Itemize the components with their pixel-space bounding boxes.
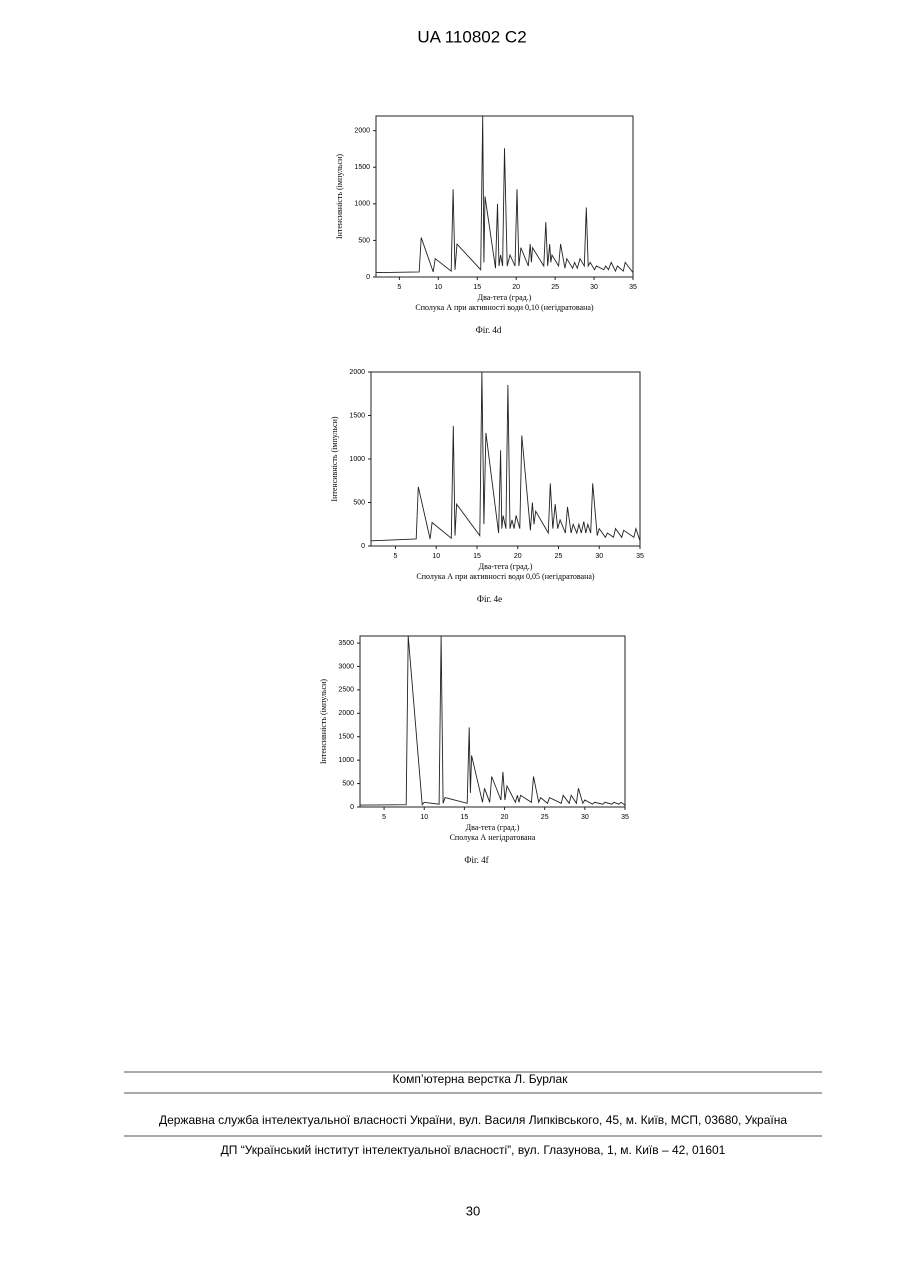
- y-tick-label: 1000: [354, 201, 370, 208]
- caption: Сполука А негідратована: [450, 833, 536, 842]
- x-tick-label: 15: [460, 814, 468, 821]
- page: UA 110802 C2 Комп’ютерна верстка Л. Бурл…: [0, 0, 901, 1273]
- figure-label: Фіг. 4f: [464, 855, 488, 865]
- page-number: 30: [466, 1203, 480, 1218]
- x-tick-label: 35: [621, 814, 629, 821]
- x-tick-label: 5: [394, 553, 398, 560]
- y-tick-label: 0: [361, 543, 365, 550]
- publisher: Державна служба інтелектуальної власност…: [159, 1113, 787, 1127]
- y-tick-label: 1000: [349, 456, 365, 463]
- y-tick-label: 500: [353, 499, 365, 506]
- plot-frame: [371, 372, 640, 546]
- y-tick-label: 0: [350, 804, 354, 811]
- x-tick-label: 10: [432, 553, 440, 560]
- x-tick-label: 25: [551, 284, 559, 291]
- y-tick-label: 2000: [354, 127, 370, 134]
- document: UA 110802 C2 Комп’ютерна верстка Л. Бурл…: [0, 0, 901, 1273]
- x-tick-label: 20: [512, 284, 520, 291]
- y-tick-label: 3000: [338, 663, 354, 670]
- y-tick-label: 1500: [354, 164, 370, 171]
- x-tick-label: 25: [541, 814, 549, 821]
- y-tick-label: 2500: [338, 687, 354, 694]
- figure-label: Фіг. 4e: [477, 594, 502, 604]
- y-axis-label: Інтенсивність (імпульси): [319, 679, 328, 764]
- y-tick-label: 2000: [349, 369, 365, 376]
- y-tick-label: 500: [358, 237, 370, 244]
- x-tick-label: 15: [473, 553, 481, 560]
- y-tick-label: 1500: [338, 734, 354, 741]
- y-tick-label: 1500: [349, 412, 365, 419]
- y-tick-label: 500: [342, 780, 354, 787]
- patent-number: UA 110802 C2: [417, 27, 526, 46]
- pattern-line: [376, 116, 633, 273]
- x-tick-label: 30: [595, 553, 603, 560]
- x-axis-label: Два-тета (град.): [479, 562, 533, 571]
- caption: Сполука А при активності води 0,05 (негі…: [416, 572, 595, 581]
- plot-frame: [360, 636, 625, 807]
- x-tick-label: 30: [590, 284, 598, 291]
- x-tick-label: 35: [636, 553, 644, 560]
- printer: ДП “Український інститут інтелектуальної…: [221, 1143, 726, 1157]
- x-tick-label: 20: [514, 553, 522, 560]
- x-tick-label: 15: [473, 284, 481, 291]
- caption: Сполука А при активності води 0,10 (негі…: [415, 303, 594, 312]
- x-axis-label: Два-тета (град.): [478, 293, 532, 302]
- figure-label: Фіг. 4d: [476, 325, 502, 335]
- pattern-line: [371, 372, 640, 541]
- pattern-line: [360, 636, 625, 805]
- x-tick-label: 25: [555, 553, 563, 560]
- x-tick-label: 20: [501, 814, 509, 821]
- y-axis-label: Інтенсивність (імпульси): [330, 416, 339, 501]
- x-tick-label: 30: [581, 814, 589, 821]
- x-tick-label: 35: [629, 284, 637, 291]
- y-tick-label: 3500: [338, 640, 354, 647]
- y-tick-label: 0: [366, 274, 370, 281]
- x-tick-label: 5: [397, 284, 401, 291]
- plot-frame: [376, 116, 633, 277]
- x-axis-label: Два-тета (град.): [466, 823, 520, 832]
- y-tick-label: 1000: [338, 757, 354, 764]
- layout-credit: Комп’ютерна верстка Л. Бурлак: [393, 1072, 569, 1086]
- y-tick-label: 2000: [338, 710, 354, 717]
- x-tick-label: 10: [434, 284, 442, 291]
- y-axis-label: Інтенсивність (імпульси): [335, 154, 344, 239]
- x-tick-label: 5: [382, 814, 386, 821]
- x-tick-label: 10: [420, 814, 428, 821]
